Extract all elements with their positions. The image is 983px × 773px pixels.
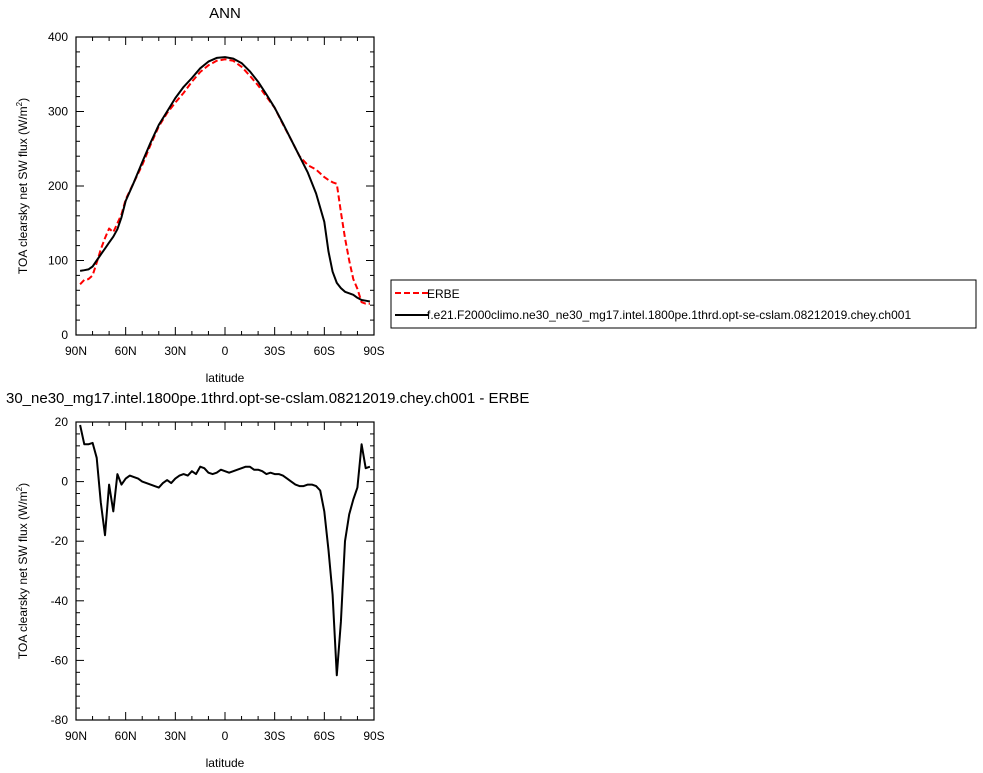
- bottom-x-tick-label: 0: [222, 729, 229, 743]
- legend-label-erbe: ERBE: [427, 287, 460, 301]
- top-chart-title: ANN: [209, 5, 241, 22]
- bottom-tick-labels: 90N 60N 30N 0 30S 60S 90S -80 -60 -40 -20 0 20: [51, 415, 385, 743]
- top-tick-labels: 90N 60N 30N 0 30S 60S 90S 0 100 200 300 400: [48, 30, 385, 358]
- bottom-series-line-0: [79, 424, 371, 677]
- top-x-axis-label: latitude: [206, 371, 245, 385]
- bottom-axis-ticks: [75, 421, 375, 721]
- bottom-y-tick-label: -80: [51, 713, 69, 727]
- top-plot-lines: [79, 56, 371, 305]
- bottom-y-tick-label: 0: [61, 475, 68, 489]
- top-x-tick-label: 90S: [363, 344, 384, 358]
- legend-box: [390, 279, 977, 329]
- bottom-y-tick-label: -20: [51, 534, 69, 548]
- top-y-tick-label: 0: [61, 328, 68, 342]
- top-x-tick-label: 30S: [264, 344, 285, 358]
- bottom-x-tick-label: 90N: [65, 729, 87, 743]
- top-panel: ANN 90N 60N 30N 0 30S 60S 90S 0 100 200 300 400 lat…: [15, 5, 385, 385]
- bottom-x-tick-label: 30S: [264, 729, 285, 743]
- bottom-plot-lines: [79, 424, 371, 677]
- top-plot-frame: [75, 36, 375, 336]
- top-axis-ticks: [75, 36, 375, 336]
- bottom-chart-title: 30_ne30_mg17.intel.1800pe.1thrd.opt-se-c…: [6, 390, 529, 407]
- top-x-tick-label: 60S: [314, 344, 335, 358]
- bottom-y-tick-label: 20: [55, 415, 69, 429]
- top-series-line-1: [79, 56, 371, 303]
- bottom-plot-frame: [75, 421, 375, 721]
- bottom-x-tick-label: 90S: [363, 729, 384, 743]
- bottom-panel: 30_ne30_mg17.intel.1800pe.1thrd.opt-se-c…: [6, 390, 529, 770]
- bottom-x-tick-label: 60N: [115, 729, 137, 743]
- bottom-x-tick-label: 60S: [314, 729, 335, 743]
- top-y-tick-label: 300: [48, 105, 68, 119]
- legend-label-model: f.e21.F2000climo.ne30_ne30_mg17.intel.18…: [427, 308, 911, 322]
- top-x-tick-label: 0: [222, 344, 229, 358]
- bottom-x-tick-label: 30N: [164, 729, 186, 743]
- legend: ERBE f.e21.F2000climo.ne30_ne30_mg17.int…: [390, 279, 977, 329]
- top-y-tick-label: 100: [48, 254, 68, 268]
- top-series-line-0: [79, 58, 370, 305]
- top-y-tick-label: 400: [48, 30, 68, 44]
- top-y-axis-label: TOA clearsky net SW flux (W/m2): [15, 98, 30, 274]
- bottom-y-tick-label: -60: [51, 653, 69, 667]
- top-y-tick-label: 200: [48, 179, 68, 193]
- bottom-y-tick-label: -40: [51, 594, 69, 608]
- bottom-x-axis-label: latitude: [206, 756, 245, 770]
- top-x-tick-label: 90N: [65, 344, 87, 358]
- top-x-tick-label: 60N: [115, 344, 137, 358]
- top-x-tick-label: 30N: [164, 344, 186, 358]
- bottom-y-axis-label: TOA clearsky net SW flux (W/m2): [15, 483, 30, 659]
